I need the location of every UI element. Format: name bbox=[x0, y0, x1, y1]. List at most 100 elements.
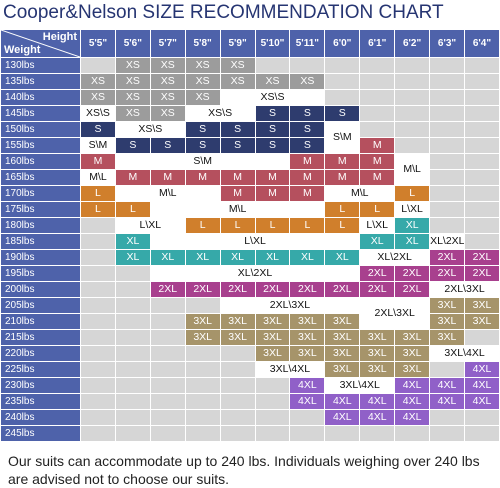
empty-cell bbox=[395, 58, 430, 73]
size-cell: XS bbox=[220, 74, 255, 89]
size-cell: 2XL bbox=[325, 282, 360, 297]
height-header: 5'6" bbox=[115, 30, 150, 57]
empty-cell bbox=[81, 314, 115, 329]
empty-cell bbox=[185, 378, 220, 393]
size-cell: 4XL bbox=[325, 394, 360, 409]
empty-cell bbox=[220, 394, 255, 409]
size-cell: 2XL bbox=[150, 282, 185, 297]
size-cell: XL bbox=[220, 250, 255, 265]
empty-cell bbox=[325, 74, 360, 89]
size-cell: 4XL bbox=[430, 394, 464, 409]
empty-cell bbox=[81, 282, 115, 297]
size-cell: 3XL bbox=[360, 362, 395, 377]
height-header: 5'9" bbox=[220, 30, 255, 57]
weight-label: 175lbs bbox=[1, 202, 80, 217]
height-header: 6'3" bbox=[430, 30, 464, 57]
weight-row: 140lbs XS XS XS XS XS\S bbox=[1, 90, 499, 105]
weight-label: 180lbs bbox=[1, 218, 80, 233]
weight-row: 220lbs 3XL 3XL 3XL 3XL 3XL 3XL\4XL bbox=[1, 346, 499, 361]
size-cell: M\L bbox=[81, 170, 115, 185]
size-cell: L bbox=[185, 218, 220, 233]
empty-cell bbox=[290, 426, 325, 441]
empty-cell bbox=[325, 90, 360, 105]
weight-label: 140lbs bbox=[1, 90, 80, 105]
size-cell: 3XL bbox=[360, 346, 395, 361]
empty-cell bbox=[464, 74, 499, 89]
merged-size-cell: M\L bbox=[115, 186, 220, 201]
empty-cell bbox=[81, 426, 115, 441]
size-cell: XS bbox=[185, 90, 220, 105]
empty-cell bbox=[464, 330, 499, 345]
size-cell: 4XL bbox=[290, 394, 325, 409]
merged-size-cell: 3XL\4XL bbox=[430, 346, 499, 361]
size-cell: 3XL bbox=[255, 346, 290, 361]
empty-cell bbox=[290, 410, 325, 425]
size-cell: XL bbox=[325, 250, 360, 265]
empty-cell bbox=[150, 330, 185, 345]
size-cell: 3XL bbox=[325, 330, 360, 345]
size-cell: S bbox=[220, 122, 255, 137]
size-cell: 3XL bbox=[185, 314, 220, 329]
merged-size-cell: 2XL\3XL bbox=[220, 298, 360, 313]
weight-row: 175lbs L L M\L L L L\XL bbox=[1, 202, 499, 217]
size-cell: 4XL bbox=[430, 378, 464, 393]
merged-size-cell: XL\2XL bbox=[150, 266, 360, 281]
empty-cell bbox=[464, 122, 499, 137]
size-table: Height Weight 5'5" 5'6" 5'7" 5'8" 5'9" 5'10" 5… bbox=[0, 29, 500, 442]
empty-cell bbox=[430, 410, 464, 425]
empty-cell bbox=[395, 74, 430, 89]
size-cell: 3XL bbox=[464, 298, 499, 313]
corner-diagonal bbox=[1, 30, 80, 57]
size-cell: XL bbox=[150, 250, 185, 265]
size-cell: L bbox=[360, 202, 395, 217]
size-cell: M bbox=[185, 170, 220, 185]
empty-cell bbox=[395, 106, 430, 121]
empty-cell bbox=[430, 170, 464, 185]
empty-cell bbox=[220, 410, 255, 425]
height-header: 6'4" bbox=[464, 30, 499, 57]
size-cell: 4XL bbox=[395, 378, 430, 393]
size-cell: 2XL bbox=[290, 282, 325, 297]
size-cell: 3XL bbox=[220, 330, 255, 345]
empty-cell bbox=[464, 106, 499, 121]
weight-label: 240lbs bbox=[1, 410, 80, 425]
empty-cell bbox=[81, 250, 115, 265]
weight-label: 155lbs bbox=[1, 138, 80, 153]
weight-row: 200lbs 2XL 2XL 2XL 2XL 2XL 2XL 2XL 2XL 2XL\3XL bbox=[1, 282, 499, 297]
empty-cell bbox=[81, 378, 115, 393]
weight-row: 130lbs XS XS XS XS bbox=[1, 58, 499, 73]
size-cell: XL\2XL bbox=[430, 234, 464, 249]
empty-cell bbox=[81, 298, 115, 313]
empty-cell bbox=[464, 154, 499, 169]
size-cell: S bbox=[325, 106, 360, 121]
weight-label: 190lbs bbox=[1, 250, 80, 265]
size-cell: 4XL bbox=[464, 362, 499, 377]
size-cell: 3XL bbox=[360, 330, 395, 345]
size-cell: XL bbox=[185, 250, 220, 265]
size-cell: 3XL bbox=[290, 346, 325, 361]
empty-cell bbox=[464, 218, 499, 233]
size-cell: 3XL bbox=[325, 346, 360, 361]
empty-cell bbox=[430, 138, 464, 153]
size-cell: L bbox=[81, 186, 115, 201]
corner-cell: Height Weight bbox=[1, 30, 80, 57]
empty-cell bbox=[115, 362, 150, 377]
empty-cell bbox=[395, 90, 430, 105]
merged-size-cell: 2XL\3XL bbox=[430, 282, 499, 297]
size-cell: 2XL bbox=[395, 266, 430, 281]
empty-cell bbox=[325, 426, 360, 441]
size-cell: 2XL bbox=[185, 282, 220, 297]
height-header: 6'2" bbox=[395, 30, 430, 57]
empty-cell bbox=[115, 378, 150, 393]
weight-row: 165lbs M\L M M M M M M M M bbox=[1, 170, 499, 185]
merged-size-cell: 3XL\4XL bbox=[325, 378, 395, 393]
weight-row: 235lbs 4XL 4XL 4XL 4XL 4XL 4XL bbox=[1, 394, 499, 409]
size-cell: S bbox=[150, 138, 185, 153]
size-cell: M bbox=[150, 170, 185, 185]
size-cell: 2XL bbox=[360, 282, 395, 297]
size-cell: M bbox=[360, 138, 395, 153]
size-cell: 3XL bbox=[395, 346, 430, 361]
empty-cell bbox=[185, 394, 220, 409]
size-cell: S bbox=[255, 122, 290, 137]
size-cell: XS bbox=[255, 74, 290, 89]
